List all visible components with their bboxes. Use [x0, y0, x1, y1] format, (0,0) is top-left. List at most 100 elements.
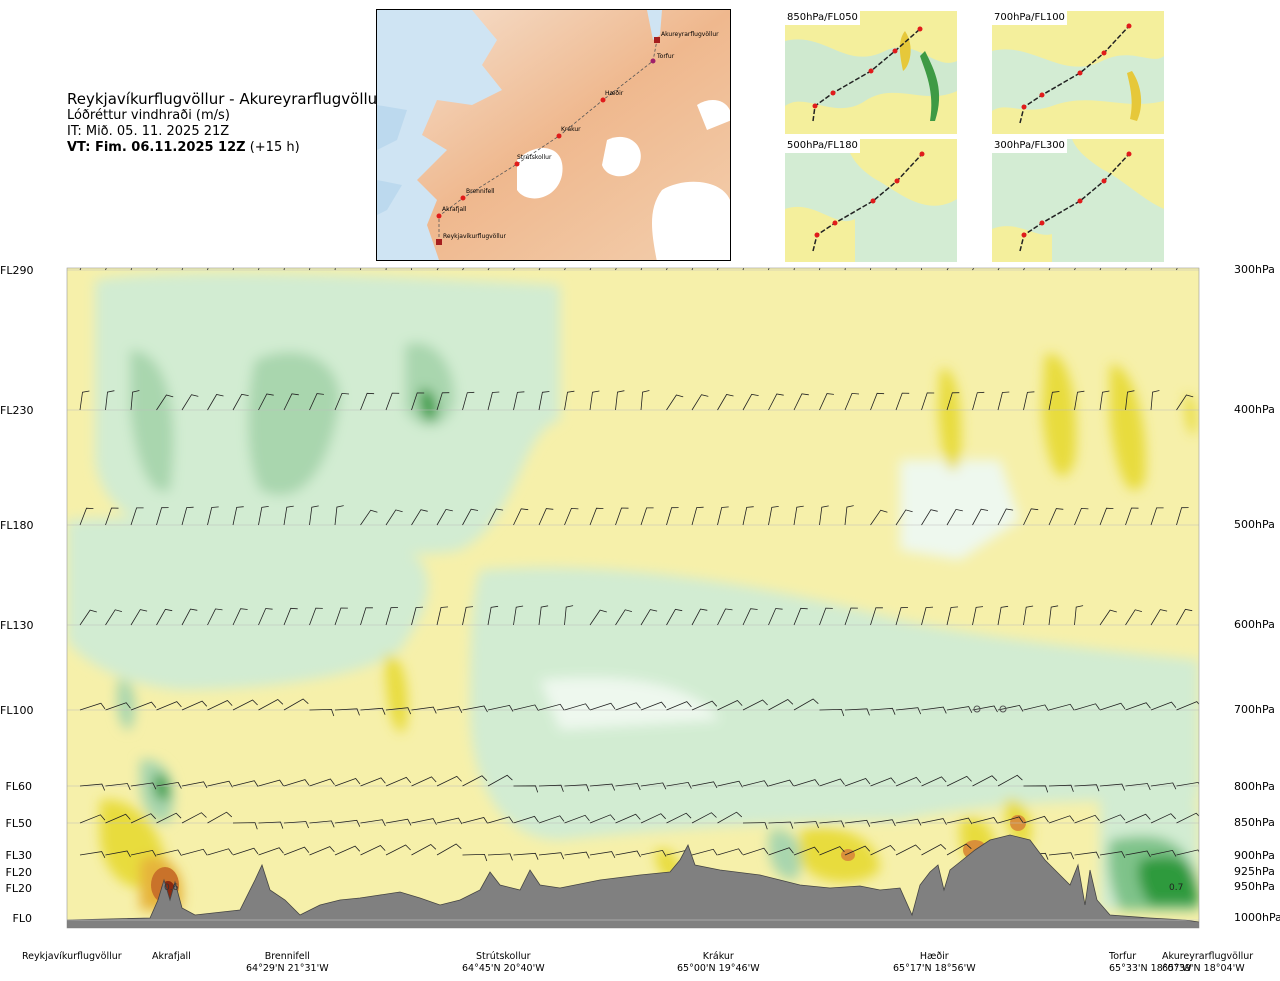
- wind-barb: [1125, 507, 1139, 526]
- wind-barb: [895, 509, 913, 526]
- wind-barb: [181, 848, 208, 856]
- wind-barb: [232, 506, 244, 526]
- wind-barb: [385, 707, 412, 715]
- wind-barb: [691, 848, 718, 856]
- wind-barb: [1099, 507, 1114, 526]
- wind-barb: [742, 393, 759, 411]
- left-axis-label: FL230: [0, 404, 34, 417]
- chart-subtitle: Lóðréttur vindhraði (m/s): [67, 108, 230, 123]
- wind-barb: [1023, 815, 1049, 824]
- wind-barb: [79, 814, 106, 824]
- wind-barb: [1074, 784, 1100, 792]
- wind-barb: [921, 509, 938, 526]
- wind-barb: [691, 608, 708, 626]
- wind-barb: [1048, 852, 1075, 860]
- wind-barb: [232, 780, 259, 787]
- wind-barb: [360, 777, 386, 787]
- wind-barb: [436, 817, 463, 825]
- wind-barb: [436, 706, 463, 713]
- wind-barb: [946, 843, 972, 856]
- wind-barb: [513, 508, 529, 526]
- map-label-brennifell: Brennifell: [466, 188, 495, 195]
- wind-barb: [538, 391, 550, 411]
- wind-barb: [360, 707, 386, 715]
- right-axis-label: 925hPa: [1234, 865, 1275, 878]
- wind-barb: [538, 815, 565, 824]
- route-point-coord: 65°33'N 18°07'W: [1109, 963, 1192, 974]
- wind-barb: [717, 700, 743, 711]
- wind-barb: [1150, 701, 1177, 711]
- wind-barb: [946, 508, 963, 526]
- wind-barb: [1176, 701, 1199, 711]
- wind-barb: [411, 392, 425, 411]
- route-map-svg: Akureyrarflugvöllur Torfur Hæðir Krákur …: [377, 10, 730, 260]
- wind-barb: [105, 609, 123, 626]
- wind-barb: [972, 817, 998, 824]
- wind-barb: [130, 813, 156, 824]
- wind-barb: [462, 391, 475, 411]
- wind-barb: [1074, 703, 1100, 711]
- right-axis-label: 700hPa: [1234, 703, 1275, 716]
- right-axis-label: 950hPa: [1234, 880, 1275, 893]
- thumbnail-700hpa-label: 700hPa/FL100: [992, 11, 1067, 25]
- wind-barb: [615, 390, 625, 411]
- thumbnail-700hpa[interactable]: 700hPa/FL100: [992, 11, 1164, 134]
- wind-barb: [462, 775, 488, 787]
- wind-barb: [742, 822, 768, 830]
- thumbnail-850hpa[interactable]: 850hPa/FL050: [785, 11, 957, 134]
- wind-barb: [1176, 394, 1194, 411]
- wind-barb: [436, 392, 450, 411]
- map-label-torfur: Torfur: [656, 53, 675, 60]
- wind-barb: [819, 708, 845, 717]
- thumbnail-300hpa[interactable]: 300hPa/FL300: [992, 139, 1164, 262]
- wind-barb: [79, 702, 106, 711]
- wind-barb: [717, 811, 743, 824]
- wind-barb: [564, 814, 590, 824]
- wind-barb: [946, 775, 972, 787]
- wind-barb: [589, 390, 600, 411]
- wind-barb: [513, 704, 539, 712]
- thumbnail-500hpa[interactable]: 500hPa/FL180: [785, 139, 957, 262]
- right-axis-label: 300hPa: [1234, 263, 1275, 276]
- wind-barb: [895, 607, 909, 626]
- wind-barb: [181, 812, 207, 824]
- wind-barb: [844, 607, 858, 626]
- wind-barb: [793, 846, 820, 856]
- route-point-brennifell: Brennifell 64°29'N 21°31'W: [246, 951, 329, 975]
- wind-barb: [309, 820, 335, 828]
- wind-barb: [997, 816, 1024, 824]
- wind-barb: [411, 606, 424, 626]
- wind-barb: [768, 608, 783, 626]
- wind-barb: [564, 605, 574, 626]
- wind-barb: [972, 775, 998, 787]
- wind-barb: [640, 390, 650, 411]
- wind-barb: [1176, 608, 1193, 626]
- wind-barb: [462, 705, 488, 713]
- left-axis-label: FL20: [5, 866, 32, 879]
- map-marker-reykjavik: [436, 239, 442, 245]
- wind-barb: [79, 783, 106, 791]
- wind-barb: [156, 394, 174, 411]
- left-axis-label: FL60: [5, 780, 32, 793]
- wind-barb: [615, 813, 641, 824]
- route-map: Akureyrarflugvöllur Torfur Hæðir Krákur …: [376, 9, 731, 261]
- wind-barb: [997, 391, 1010, 411]
- route-point-coord: 64°45'N 20°40'W: [462, 963, 545, 974]
- wind-barb: [1150, 609, 1168, 626]
- wind-barb: [1125, 702, 1151, 711]
- wind-barb: [232, 822, 258, 830]
- wind-barb: [1125, 390, 1135, 411]
- wind-barb: [768, 847, 794, 856]
- wind-barb: [538, 784, 564, 792]
- route-point-name: Strútskollur: [476, 951, 531, 962]
- wind-barb: [640, 609, 658, 626]
- wind-barb: [921, 776, 947, 787]
- wind-barb: [666, 394, 684, 411]
- wind-barb: [513, 852, 539, 860]
- wind-barb: [793, 698, 819, 711]
- right-axis-label: 900hPa: [1234, 849, 1275, 862]
- wind-barb: [1023, 605, 1034, 626]
- terrain: [67, 834, 1199, 928]
- wind-barb: [1023, 785, 1049, 793]
- wind-barb: [589, 507, 604, 526]
